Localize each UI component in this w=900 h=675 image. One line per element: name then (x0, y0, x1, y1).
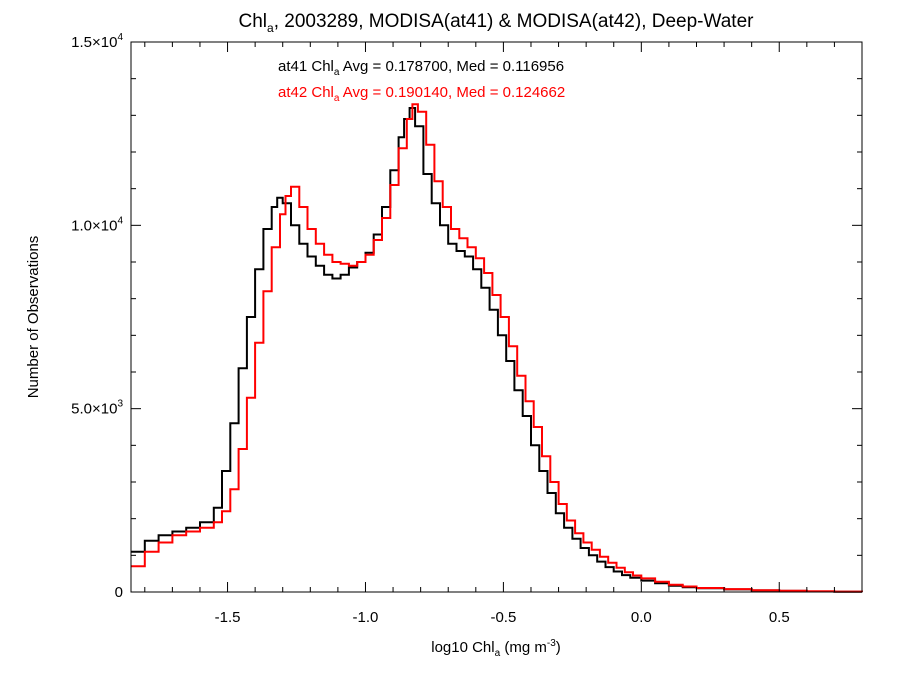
x-axis-label-superscript: -3 (547, 638, 556, 649)
x-axis-label-mid: (mg m (500, 639, 547, 656)
y-tick-label: 0 (115, 584, 123, 601)
x-axis: -1.5 -1.0 -0.5 0.0 0.5 (144, 42, 863, 626)
x-tick-label: 0.0 (631, 609, 652, 626)
plot-frame (130, 41, 863, 593)
x-axis-label-suffix: ) (556, 639, 561, 656)
annotation-at41-rest: Avg = 0.178700, Med = 0.116956 (339, 58, 564, 75)
y-tick-label: 1.5×104 (71, 32, 123, 51)
annotation-at42-rest: Avg = 0.190140, Med = 0.124662 (339, 84, 565, 101)
series-line-at41 (131, 107, 863, 593)
annotation-at41-subscript: a (334, 67, 340, 78)
y-axis-label: Number of Observations (25, 236, 42, 399)
y-axis: 0 5.0×103 1.0×104 1.5×104 (71, 32, 862, 601)
x-tick-label: 0.5 (769, 609, 790, 626)
y-tick-label: 1.0×104 (71, 215, 123, 234)
annotation-at41: at41 Chla Avg = 0.178700, Med = 0.116956 (278, 58, 564, 78)
y-tick-label: 5.0×103 (71, 399, 123, 418)
annotation-at42-subscript: a (334, 93, 340, 104)
series-line-at42 (131, 103, 863, 593)
x-tick-label: -1.5 (215, 609, 241, 626)
x-tick-label: -1.0 (353, 609, 379, 626)
annotation-at42: at42 Chla Avg = 0.190140, Med = 0.124662 (278, 84, 565, 104)
chart-title-rest: , 2003289, MODISA(at41) & MODISA(at42), … (274, 11, 754, 32)
x-axis-label-prefix: log10 Chl (431, 639, 494, 656)
x-axis-label: log10 Chla (mg m-3) (431, 638, 561, 659)
chart-title: Chla, 2003289, MODISA(at41) & MODISA(at4… (239, 11, 755, 35)
annotation-at41-prefix: at41 Chl (278, 58, 334, 75)
chart-title-subscript: a (267, 21, 274, 35)
annotation-at42-prefix: at42 Chl (278, 84, 334, 101)
chart-title-prefix: Chl (239, 11, 268, 32)
x-axis-label-subscript: a (495, 648, 501, 659)
series-layer (131, 103, 863, 593)
x-tick-label: -0.5 (490, 609, 516, 626)
